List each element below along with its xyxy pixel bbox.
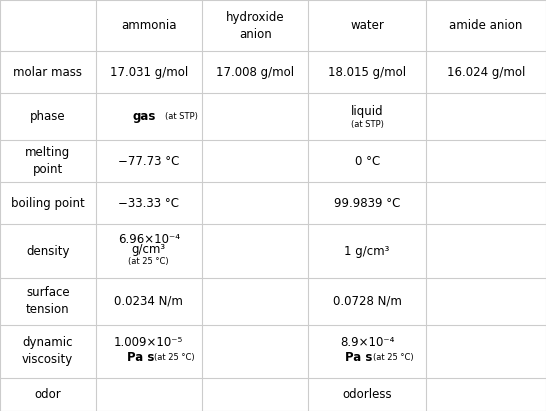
Text: phase: phase	[30, 110, 66, 123]
Text: g/cm³: g/cm³	[132, 243, 166, 256]
Text: 16.024 g/mol: 16.024 g/mol	[447, 66, 525, 79]
Text: density: density	[26, 245, 69, 258]
Text: 0.0234 N/m: 0.0234 N/m	[114, 295, 183, 308]
Text: −33.33 °C: −33.33 °C	[118, 197, 179, 210]
Text: 1.009×10⁻⁵: 1.009×10⁻⁵	[114, 336, 183, 349]
Text: −77.73 °C: −77.73 °C	[118, 155, 180, 168]
Text: (at STP): (at STP)	[165, 112, 198, 121]
Text: 8.9×10⁻⁴: 8.9×10⁻⁴	[340, 336, 394, 349]
Text: 1 g/cm³: 1 g/cm³	[345, 245, 390, 258]
Text: surface
tension: surface tension	[26, 286, 69, 316]
Text: (at STP): (at STP)	[351, 120, 384, 129]
Text: ammonia: ammonia	[121, 19, 176, 32]
Text: (at 25 °C): (at 25 °C)	[128, 257, 169, 266]
Text: Pa s: Pa s	[127, 351, 155, 364]
Text: (at 25 °C): (at 25 °C)	[372, 353, 413, 362]
Text: amide anion: amide anion	[449, 19, 523, 32]
Text: odorless: odorless	[342, 388, 392, 401]
Text: (at 25 °C): (at 25 °C)	[154, 353, 195, 362]
Text: boiling point: boiling point	[11, 197, 85, 210]
Text: hydroxide
anion: hydroxide anion	[226, 11, 284, 41]
Text: gas: gas	[132, 110, 156, 123]
Text: 18.015 g/mol: 18.015 g/mol	[328, 66, 406, 79]
Text: 6.96×10⁻⁴: 6.96×10⁻⁴	[118, 233, 180, 246]
Text: melting
point: melting point	[25, 146, 70, 176]
Text: dynamic
viscosity: dynamic viscosity	[22, 337, 73, 367]
Text: 0.0728 N/m: 0.0728 N/m	[333, 295, 402, 308]
Text: 0 °C: 0 °C	[354, 155, 380, 168]
Text: Pa s: Pa s	[345, 351, 373, 364]
Text: odor: odor	[34, 388, 61, 401]
Text: 17.031 g/mol: 17.031 g/mol	[110, 66, 188, 79]
Text: liquid: liquid	[351, 105, 383, 118]
Text: 99.9839 °C: 99.9839 °C	[334, 197, 400, 210]
Text: molar mass: molar mass	[13, 66, 82, 79]
Text: water: water	[350, 19, 384, 32]
Text: 17.008 g/mol: 17.008 g/mol	[216, 66, 294, 79]
